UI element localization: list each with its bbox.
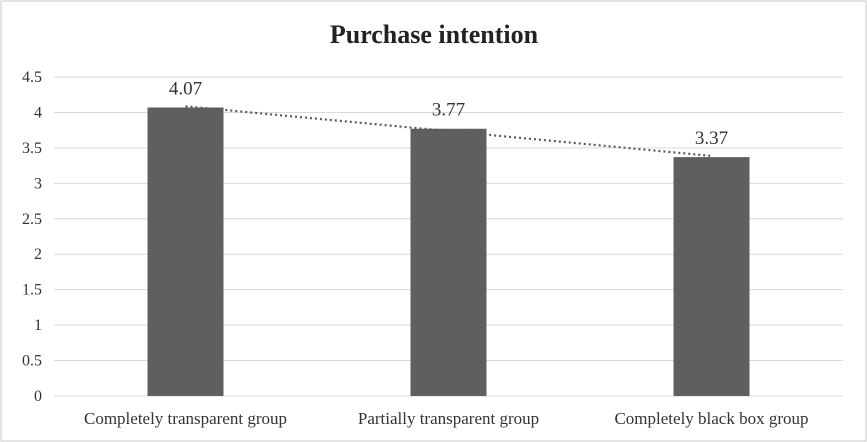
chart-title: Purchase intention bbox=[330, 20, 539, 49]
bar bbox=[410, 128, 487, 396]
y-tick-label: 3.5 bbox=[22, 140, 42, 157]
trendline bbox=[185, 105, 712, 158]
y-tick-label: 4 bbox=[34, 104, 42, 121]
data-label: 3.77 bbox=[432, 100, 465, 121]
x-category-label: Completely black box group bbox=[614, 409, 808, 428]
bar bbox=[673, 157, 750, 396]
y-tick-label: 4.5 bbox=[22, 69, 42, 86]
y-tick-label: 0.5 bbox=[22, 353, 42, 370]
y-tick-label: 1.5 bbox=[22, 282, 42, 299]
y-tick-label: 3 bbox=[34, 175, 42, 192]
data-label: 3.37 bbox=[695, 128, 728, 149]
y-tick-label: 1 bbox=[34, 317, 42, 334]
bar bbox=[147, 107, 224, 396]
y-tick-label: 2.5 bbox=[22, 211, 42, 228]
y-tick-label: 2 bbox=[34, 246, 42, 263]
y-tick-label: 0 bbox=[34, 388, 42, 405]
x-category-label: Partially transparent group bbox=[358, 409, 539, 428]
data-label: 4.07 bbox=[169, 78, 202, 99]
x-category-label: Completely transparent group bbox=[84, 409, 287, 428]
